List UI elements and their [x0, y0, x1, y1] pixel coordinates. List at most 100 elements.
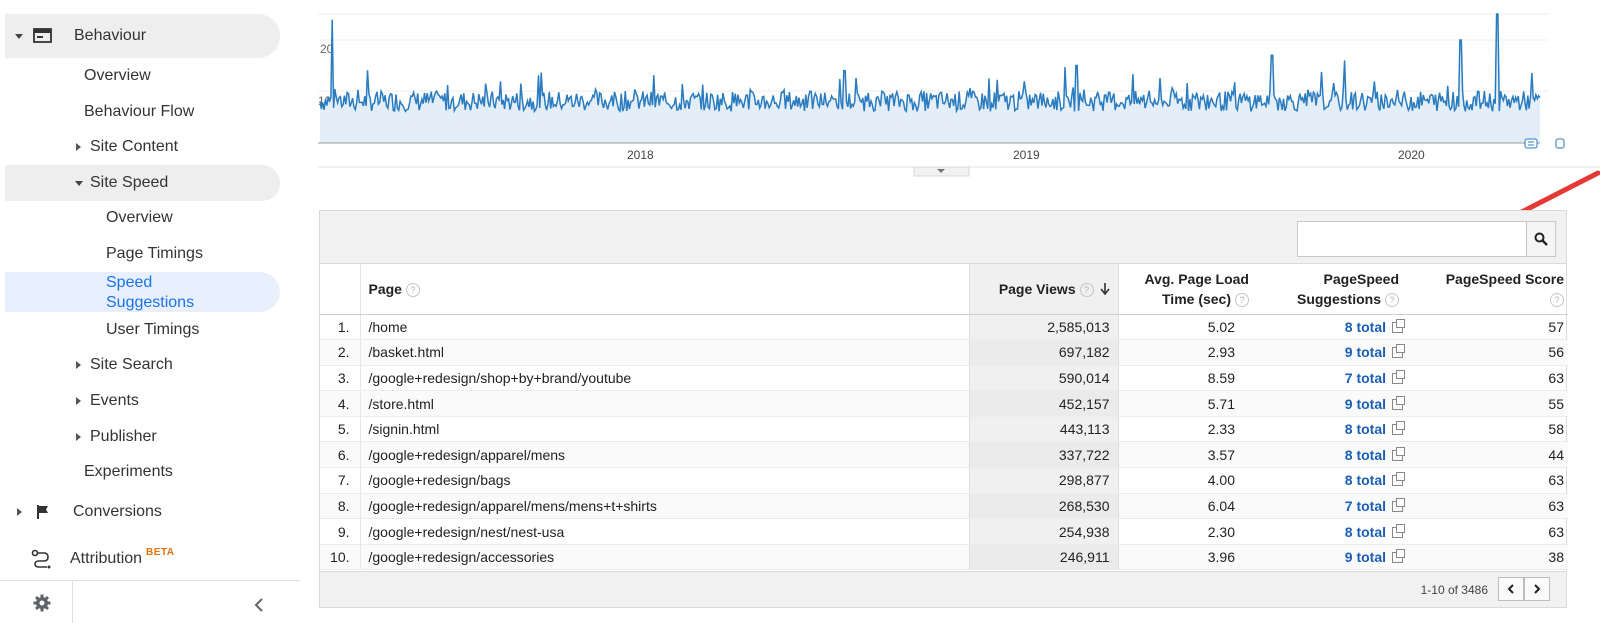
suggestions-link[interactable]: 7 total: [1344, 369, 1386, 386]
gear-icon[interactable]: [32, 593, 52, 613]
table-search-input[interactable]: [1297, 221, 1527, 257]
suggestions-link[interactable]: 9 total: [1344, 549, 1386, 566]
timeline-chart: 20 10 2018 2019 2020: [318, 0, 1600, 180]
sort-descending-icon[interactable]: [1099, 282, 1110, 296]
external-link-icon[interactable]: [1392, 421, 1405, 436]
previous-page-button[interactable]: [1498, 577, 1524, 601]
sidebar-item-user-timings[interactable]: User Timings: [106, 320, 199, 340]
external-link-icon[interactable]: [1392, 472, 1405, 487]
external-link-icon[interactable]: [1392, 497, 1405, 512]
page-column-header[interactable]: Page?: [360, 264, 969, 315]
caret-right-icon: [76, 433, 81, 441]
suggestions-link[interactable]: 7 total: [1344, 497, 1386, 514]
sidebar-item-site-speed-overview[interactable]: Overview: [106, 208, 173, 228]
table-row[interactable]: 5./signin.html 443,113 2.33 8 total 58: [320, 416, 1568, 443]
sidebar-item-speed-suggestions[interactable]: Speed Suggestions: [106, 273, 216, 313]
page-path-link[interactable]: /google+redesign/bags: [360, 467, 969, 494]
row-index: 8.: [320, 493, 361, 520]
sidebar-item-events[interactable]: Events: [76, 391, 139, 411]
external-link-icon[interactable]: [1392, 446, 1405, 461]
external-link-icon[interactable]: [1392, 344, 1405, 359]
annotation-marker-icon[interactable]: [1524, 138, 1538, 149]
flag-icon: [37, 505, 48, 519]
suggestions-link[interactable]: 9 total: [1344, 395, 1386, 412]
page-path-link[interactable]: /google+redesign/accessories: [360, 544, 969, 571]
sidebar-item-conversions[interactable]: Conversions: [17, 502, 162, 522]
y-tick-label: 20: [320, 42, 334, 56]
page-path-link[interactable]: /basket.html: [360, 339, 969, 366]
table-row[interactable]: 7./google+redesign/bags 298,877 4.00 8 tota…: [320, 467, 1568, 494]
sidebar-item-experiments[interactable]: Experiments: [84, 462, 173, 482]
suggestions-link[interactable]: 8 total: [1344, 318, 1386, 335]
page-views-column-header[interactable]: Page Views?: [968, 264, 1119, 315]
page-path-link[interactable]: /google+redesign/apparel/mens: [360, 441, 969, 469]
page-path-link[interactable]: /google+redesign/apparel/mens/mens+t+shi…: [360, 493, 969, 520]
suggestions-label-line1: PageSpeed: [1323, 270, 1399, 287]
help-icon[interactable]: ?: [1385, 293, 1399, 308]
page-views-cell: 590,014: [968, 365, 1119, 392]
row-index: 3.: [320, 365, 361, 392]
pagination-label: 1-10 of 3486: [1420, 583, 1488, 597]
table-row[interactable]: 8./google+redesign/apparel/mens/mens+t+s…: [320, 493, 1568, 520]
table-row[interactable]: 1./home 2,585,013 5.02 8 total 57: [320, 314, 1568, 341]
table-row[interactable]: 9./google+redesign/nest/nest-usa 254,938 2…: [320, 518, 1568, 545]
load-time-label-line2: Time (sec): [1162, 290, 1231, 307]
help-icon[interactable]: ?: [1550, 293, 1564, 308]
suggestions-link[interactable]: 8 total: [1344, 523, 1386, 540]
table-row[interactable]: 6./google+redesign/apparel/mens 337,722 3.…: [320, 441, 1568, 469]
load-time-cell: 2.30: [1118, 518, 1257, 545]
sidebar-item-overview[interactable]: Overview: [84, 66, 151, 86]
table-row[interactable]: 3./google+redesign/shop+by+brand/youtube…: [320, 365, 1568, 392]
page-path-link[interactable]: /home: [360, 314, 969, 341]
page-path-link[interactable]: /store.html: [360, 390, 969, 417]
help-icon[interactable]: ?: [405, 283, 420, 298]
load-time-column-header[interactable]: Avg. Page Load Time (sec)?: [1118, 264, 1257, 315]
suggestions-link[interactable]: 8 total: [1344, 472, 1386, 489]
external-link-icon[interactable]: [1392, 318, 1405, 333]
help-icon[interactable]: ?: [1079, 283, 1094, 298]
score-column-header[interactable]: PageSpeed Score ?: [1417, 264, 1568, 315]
suggestions-link[interactable]: 9 total: [1344, 344, 1386, 361]
sidebar-item-label: Events: [90, 392, 139, 409]
row-index: 5.: [320, 416, 361, 443]
page-views-cell: 268,530: [968, 493, 1119, 520]
load-time-label-line1: Avg. Page Load: [1144, 270, 1249, 287]
external-link-icon[interactable]: [1392, 523, 1405, 538]
sidebar-item-label: User Timings: [106, 321, 200, 338]
page-views-column-label: Page Views: [998, 280, 1076, 297]
sidebar-item-site-speed[interactable]: Site Speed: [75, 173, 168, 193]
sidebar-item-publisher[interactable]: Publisher: [76, 427, 157, 447]
sidebar-item-site-content[interactable]: Site Content: [76, 137, 178, 157]
table-row[interactable]: 10./google+redesign/accessories 246,911 3.…: [320, 544, 1568, 571]
page-path-link[interactable]: /signin.html: [360, 416, 969, 443]
suggestions-column-header[interactable]: PageSpeed Suggestions?: [1257, 264, 1417, 315]
score-cell: 38: [1417, 544, 1568, 571]
next-page-button[interactable]: [1524, 577, 1550, 601]
sidebar-item-attribution[interactable]: Attribution BETA: [31, 547, 175, 570]
external-link-icon[interactable]: [1392, 549, 1405, 564]
page-views-cell: 337,722: [968, 441, 1119, 469]
external-link-icon[interactable]: [1392, 369, 1405, 384]
chart-expand-handle[interactable]: [913, 166, 970, 177]
suggestions-link[interactable]: 8 total: [1344, 446, 1386, 463]
page-path-link[interactable]: /google+redesign/nest/nest-usa: [360, 518, 969, 545]
table-row[interactable]: 2./basket.html 697,182 2.93 9 total 56: [320, 339, 1568, 366]
caret-right-icon: [76, 397, 81, 405]
page-views-cell: 443,113: [968, 416, 1119, 443]
sidebar-item-behaviour-flow[interactable]: Behaviour Flow: [84, 102, 194, 122]
load-time-cell: 5.71: [1118, 390, 1257, 417]
table-row[interactable]: 4./store.html 452,157 5.71 9 total 55: [320, 390, 1568, 417]
sidebar-item-page-timings[interactable]: Page Timings: [106, 244, 203, 264]
page-path-link[interactable]: /google+redesign/shop+by+brand/youtube: [360, 365, 969, 392]
collapse-chevron-icon[interactable]: [253, 598, 265, 612]
search-button[interactable]: [1527, 221, 1556, 257]
sidebar-item-behaviour[interactable]: Behaviour: [15, 26, 146, 46]
annotation-edge-icon[interactable]: [1555, 138, 1565, 149]
table-toolbar: [320, 211, 1566, 264]
suggestions-label-line2: Suggestions: [1296, 290, 1381, 307]
sidebar-item-site-search[interactable]: Site Search: [76, 355, 173, 375]
help-icon[interactable]: ?: [1235, 293, 1249, 308]
load-time-cell: 3.96: [1118, 544, 1257, 571]
external-link-icon[interactable]: [1392, 395, 1405, 410]
suggestions-link[interactable]: 8 total: [1344, 421, 1386, 438]
